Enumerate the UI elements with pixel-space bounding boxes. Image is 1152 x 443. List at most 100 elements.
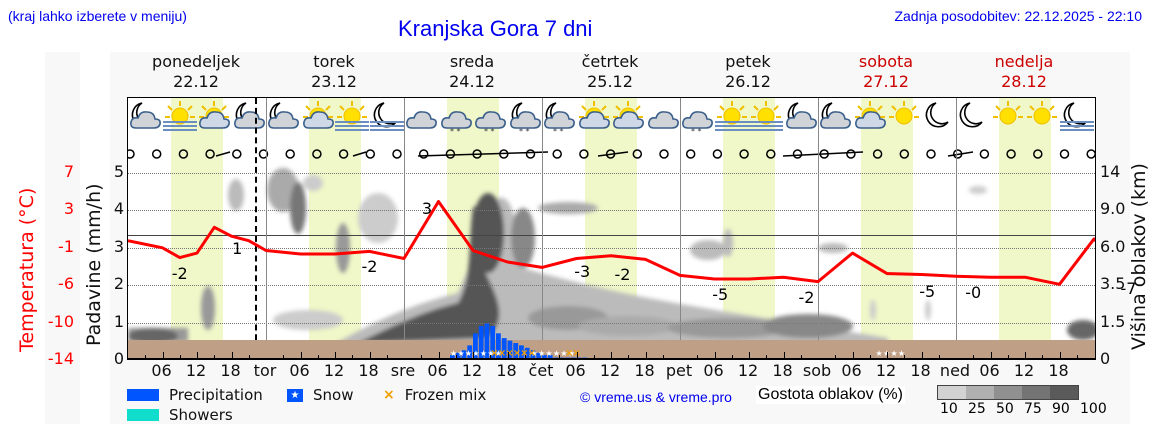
day-header: nedelja 28.12 bbox=[955, 52, 1093, 92]
wind-calm-icon bbox=[445, 149, 456, 159]
precipitation-bar bbox=[455, 352, 461, 360]
moon-cloud-icon bbox=[130, 102, 161, 129]
precipitation-tick-label: 5 bbox=[113, 162, 124, 181]
x-axis-label: ned bbox=[939, 361, 971, 380]
x-tick bbox=[852, 352, 854, 360]
wind-calm-icon bbox=[872, 149, 883, 159]
frozen-mix-icon: × bbox=[513, 348, 521, 359]
x-tick bbox=[231, 352, 233, 360]
precipitation-bar bbox=[536, 352, 542, 360]
day-header: sreda 24.12 bbox=[403, 52, 541, 92]
x-axis-label: 18 bbox=[1048, 361, 1069, 380]
x-axis-label: 06 bbox=[841, 361, 862, 380]
x-tick bbox=[869, 355, 871, 360]
precipitation-bar bbox=[542, 355, 547, 360]
x-tick bbox=[335, 352, 336, 360]
cloud-density-title: Gostota oblakov (%) bbox=[756, 386, 905, 404]
day-header: četrtek 25.12 bbox=[541, 52, 679, 92]
precipitation-bar bbox=[450, 355, 455, 360]
wind-calm-icon bbox=[232, 149, 242, 159]
x-axis-label: 12 bbox=[737, 361, 759, 380]
snow-star-icon: ★ bbox=[553, 349, 560, 358]
temperature-value-label: -2 bbox=[171, 263, 188, 283]
temperature-value-label: -5 bbox=[919, 282, 936, 302]
x-tick bbox=[369, 352, 371, 360]
x-axis-label: 12 bbox=[599, 361, 621, 380]
day-separator bbox=[680, 98, 681, 360]
moon-fog-icon bbox=[1059, 102, 1094, 131]
x-tick bbox=[921, 352, 923, 360]
temperature-value-label: -2 bbox=[798, 287, 815, 307]
cloud-icon bbox=[406, 111, 437, 129]
temperature-line bbox=[128, 200, 1095, 286]
day-name: četrtek bbox=[581, 52, 639, 71]
temperature-tick-label: 7 bbox=[63, 162, 74, 181]
x-tick bbox=[248, 355, 250, 360]
legend-showers-label: Showers bbox=[169, 406, 233, 424]
temperature-polyline bbox=[128, 200, 1095, 286]
sun-fog-icon bbox=[162, 101, 197, 131]
sun-cloud-icon bbox=[302, 101, 334, 129]
snow-star-icon: ★ bbox=[876, 349, 883, 358]
x-axis-label: 12 bbox=[875, 361, 897, 380]
precipitation-bar bbox=[467, 345, 473, 360]
legend-precipitation: Precipitation bbox=[127, 386, 263, 404]
snow-star-icon: ★ bbox=[560, 349, 567, 358]
showers-swatch bbox=[127, 409, 159, 421]
day-name: sobota bbox=[858, 52, 914, 71]
location-hint: (kraj lahko izberete v meniju) bbox=[8, 8, 187, 24]
sun-fog-icon bbox=[714, 101, 749, 131]
gridline bbox=[128, 247, 1095, 249]
x-axis-label: 18 bbox=[358, 361, 379, 380]
wind-calm-icon bbox=[766, 149, 776, 159]
x-tick bbox=[179, 355, 181, 360]
x-tick bbox=[214, 355, 216, 360]
wind-barb-icon bbox=[215, 151, 231, 157]
moon-icon bbox=[925, 102, 949, 128]
wind-calm-icon bbox=[1033, 149, 1043, 159]
wind-calm-icon bbox=[1006, 149, 1016, 159]
day-separator bbox=[956, 98, 957, 360]
colorbar-tick-label: 75 bbox=[1024, 401, 1042, 417]
x-tick bbox=[473, 352, 474, 360]
precipitation-tick-label: 2 bbox=[113, 274, 124, 294]
temperature-value-label: -0 bbox=[965, 283, 982, 303]
day-date: 23.12 bbox=[311, 72, 357, 91]
colorbar-tick-label: 25 bbox=[968, 401, 986, 417]
precipitation-bar bbox=[530, 350, 536, 360]
day-date: 25.12 bbox=[587, 72, 633, 91]
x-tick bbox=[973, 355, 975, 360]
wind-calm-icon bbox=[285, 149, 295, 159]
wind-calm-icon bbox=[178, 149, 189, 159]
gridline bbox=[128, 322, 1095, 324]
precipitation-tick-label: 3 bbox=[113, 236, 124, 256]
frozen-mix-icon: × bbox=[498, 348, 506, 359]
wind-calm-icon bbox=[525, 149, 536, 159]
x-axis-label: 06 bbox=[703, 361, 724, 380]
x-tick bbox=[438, 352, 440, 360]
x-tick bbox=[507, 352, 509, 360]
wind-calm-icon bbox=[685, 149, 696, 159]
wind-barb-icon bbox=[597, 151, 629, 157]
wind-calm-icon bbox=[258, 149, 269, 159]
cloud-height-tick-label: 0 bbox=[1100, 349, 1111, 368]
snow-star-icon: ★ bbox=[450, 349, 457, 358]
precipitation-bar bbox=[478, 326, 484, 360]
legend-snow: ★ Snow bbox=[287, 386, 353, 404]
wind-calm-icon bbox=[1086, 149, 1095, 159]
day-date: 26.12 bbox=[725, 72, 771, 91]
day-name: ponedeljek bbox=[152, 52, 240, 71]
x-tick bbox=[1059, 352, 1061, 360]
temperature-tick-label: -10 bbox=[47, 311, 74, 331]
frozen-mix-icon: × bbox=[505, 348, 513, 359]
temperature-value-label: 3 bbox=[421, 199, 433, 219]
x-axis-label: pet bbox=[665, 361, 693, 380]
precipitation-tick-label: 0 bbox=[113, 349, 124, 368]
wind-calm-icon bbox=[365, 149, 376, 159]
precipitation-tick-label: 4 bbox=[113, 199, 124, 219]
cloud-height-tick-label: 3.5 bbox=[1100, 274, 1126, 294]
snow-star-icon: ★ bbox=[472, 349, 479, 358]
snow-star-icon: ★ bbox=[465, 349, 472, 358]
snow-icon: ★ bbox=[287, 388, 303, 402]
credit-link[interactable]: © vreme.us & vreme.pro bbox=[580, 389, 732, 405]
